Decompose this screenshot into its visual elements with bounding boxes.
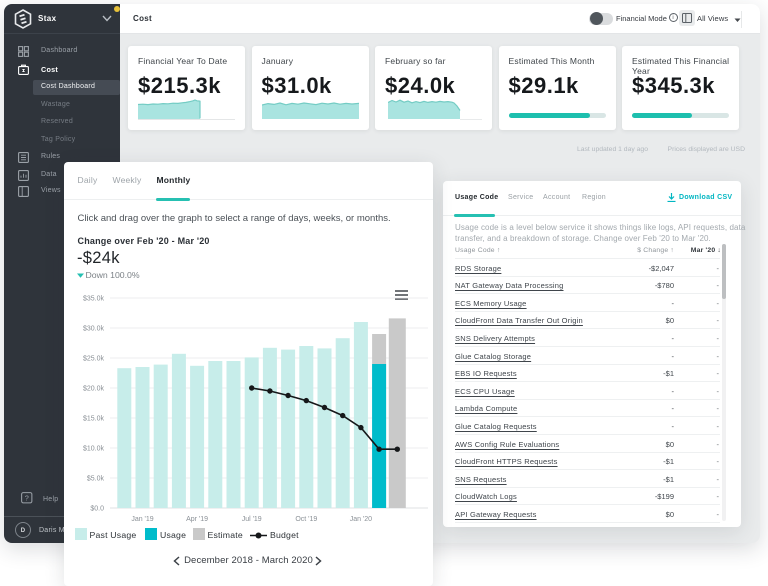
svg-text:$35.0k: $35.0k (83, 296, 105, 303)
svg-text:Oct '19: Oct '19 (295, 516, 317, 523)
svg-text:$0.0: $0.0 (90, 506, 104, 513)
svg-text:$30.0k: $30.0k (83, 326, 105, 333)
svg-text:$25.0k: $25.0k (83, 356, 105, 363)
svg-text:Jan '19: Jan '19 (131, 516, 153, 523)
svg-text:Jul '19: Jul '19 (242, 516, 262, 523)
svg-text:Apr '19: Apr '19 (186, 516, 208, 523)
svg-text:?: ? (25, 493, 29, 502)
svg-text:$15.0k: $15.0k (83, 416, 105, 423)
svg-text:$5.0k: $5.0k (87, 476, 105, 483)
svg-text:$10.0k: $10.0k (83, 446, 105, 453)
svg-text:$20.0k: $20.0k (83, 386, 105, 393)
svg-text:Jan '20: Jan '20 (350, 516, 372, 523)
